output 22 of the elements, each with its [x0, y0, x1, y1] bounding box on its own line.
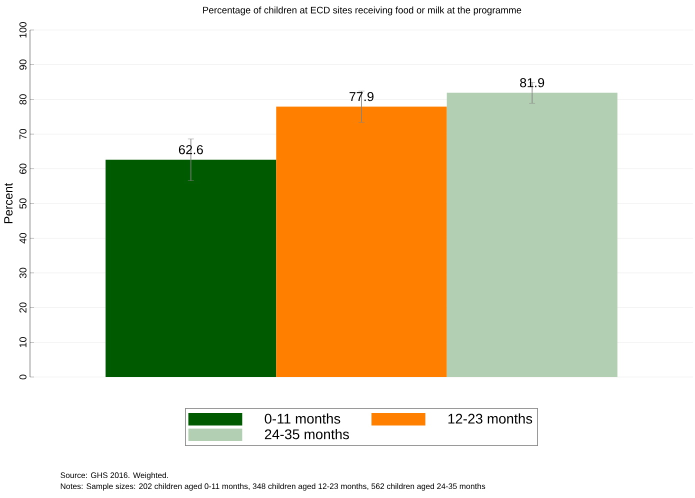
data-label: 77.9: [350, 92, 374, 102]
bar: [276, 106, 447, 377]
chart-title: Percentage of children at ECD sites receiving food or milk at the programme: [203, 6, 522, 16]
y-tick-label: 30: [19, 268, 26, 278]
y-tick-label: 20: [19, 302, 26, 313]
y-axis-title: Percent: [4, 182, 13, 224]
y-tick-label: 90: [19, 60, 26, 70]
y-tick-label: 60: [19, 164, 26, 174]
data-label: 81.9: [520, 78, 544, 88]
bar: [106, 160, 276, 377]
bar: [446, 92, 618, 377]
y-tick-label: 70: [19, 128, 26, 140]
legend-label: 24-35 months: [264, 429, 349, 440]
data-label: 62.6: [178, 145, 203, 154]
y-tick-label: 100: [19, 22, 26, 38]
legend-label: 12-23 months: [448, 413, 532, 424]
y-tick-label: 0: [19, 374, 26, 380]
y-tick-label: 40: [19, 233, 26, 244]
y-tick-label: 10: [19, 337, 26, 348]
legend-label: 0-11 months: [264, 413, 340, 424]
y-tick-label: 80: [19, 94, 26, 104]
y-tick-label: 50: [19, 198, 26, 209]
